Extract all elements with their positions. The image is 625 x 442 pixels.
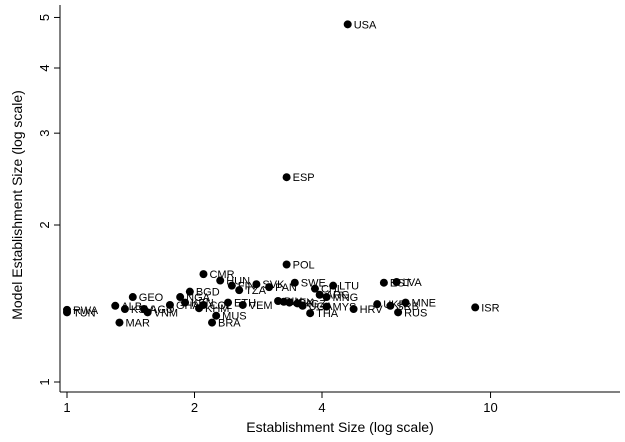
point-label-est: EST: [390, 278, 412, 290]
y-tick-label: 2: [37, 221, 52, 228]
data-point-hun: [216, 276, 225, 285]
point-label-ltu: LTU: [339, 281, 359, 293]
point-label-nga: NGA: [186, 292, 211, 304]
point-label-chl: CHL: [321, 284, 343, 296]
point-label-swe: SWE: [301, 278, 326, 290]
x-tick-label: 4: [318, 400, 325, 415]
data-point-nga: [176, 293, 185, 302]
x-tick-label: 1: [63, 400, 70, 415]
y-axis-title: Model Establishment Size (log scale): [9, 90, 25, 320]
data-point-usa: [343, 20, 352, 29]
point-label-isr: ISR: [481, 302, 499, 314]
point-label-tha: THA: [316, 308, 339, 320]
point-label-srb: SRB: [396, 301, 419, 313]
data-point-mng: [322, 293, 331, 302]
point-label-hrv: HRV: [360, 304, 384, 316]
data-point-arg: [315, 290, 324, 299]
data-point-ltu: [329, 281, 338, 290]
point-label-pan: PAN: [275, 282, 297, 294]
data-point-ksv: [120, 305, 129, 314]
data-point-srb: [386, 301, 395, 310]
point-label-cmr: CMR: [209, 269, 234, 281]
data-point-rus: [394, 308, 403, 317]
x-tick-label: 10: [483, 400, 497, 415]
point-label-pol: POL: [293, 259, 315, 271]
data-point-hrv: [349, 305, 358, 314]
data-point-cmr: [199, 270, 208, 279]
point-label-mus: MUS: [222, 311, 246, 323]
point-label-bgd: BGD: [196, 287, 220, 299]
point-label-kgz: KGZ: [303, 298, 326, 310]
data-point-mar: [115, 318, 124, 327]
point-label-mar: MAR: [125, 318, 150, 330]
y-tick-label: 3: [37, 130, 52, 137]
data-point-swe: [290, 278, 299, 287]
data-point-uga: [298, 301, 307, 310]
data-point-tza: [235, 286, 244, 295]
point-label-ago: AGO: [150, 304, 175, 316]
data-point-tha: [306, 309, 315, 318]
data-point-mne: [401, 298, 410, 307]
point-label-tun: TUN: [73, 307, 96, 319]
data-point-isr: [471, 303, 480, 312]
data-point-vem: [238, 300, 247, 309]
y-tick-label: 1: [37, 378, 52, 385]
point-label-rus: RUS: [404, 307, 427, 319]
y-tick-label: 4: [37, 64, 52, 71]
y-tick-label: 5: [37, 14, 52, 21]
data-point-bgd: [185, 287, 194, 296]
point-label-arg: ARG: [326, 290, 350, 302]
data-point-khm: [195, 304, 204, 313]
point-label-vem: VEM: [249, 300, 273, 312]
x-tick-label: 2: [191, 400, 198, 415]
data-point-svk: [252, 280, 261, 289]
data-point-est: [379, 278, 388, 287]
data-point-fin: [227, 281, 236, 290]
data-point-gha: [165, 300, 174, 309]
data-point-idn: [285, 298, 294, 307]
point-label-bra: BRA: [218, 318, 241, 330]
data-point-bra: [208, 318, 217, 327]
data-point-bih: [274, 296, 283, 305]
data-point-pol: [282, 260, 291, 269]
point-label-tza: TZA: [245, 285, 266, 297]
data-point-esp: [282, 173, 291, 182]
point-label-col: COL: [209, 300, 232, 312]
point-label-geo: GEO: [139, 292, 164, 304]
point-label-usa: USA: [354, 19, 377, 31]
data-point-ukr: [373, 300, 382, 309]
data-point-chl: [310, 284, 319, 293]
point-label-mne: MNE: [412, 298, 436, 310]
point-label-lva: LVA: [403, 277, 423, 289]
point-label-esp: ESP: [293, 172, 315, 184]
data-point-eth: [224, 298, 233, 307]
point-label-khm: KHM: [205, 303, 229, 315]
point-label-gha: GHA: [176, 300, 201, 312]
data-point-tun: [63, 308, 71, 317]
data-point-lva: [392, 278, 401, 287]
data-point-alb: [111, 301, 120, 310]
point-label-rwa: RWA: [73, 305, 99, 317]
point-label-vnm: VNM: [154, 307, 178, 319]
x-axis-title: Establishment Size (log scale): [246, 419, 434, 435]
data-point-pan: [265, 283, 274, 292]
point-label-mng: MNG: [333, 292, 359, 304]
data-point-mus: [212, 311, 221, 320]
data-point-mys: [322, 302, 331, 311]
data-point-geo: [128, 293, 137, 302]
data-point-vnm: [143, 308, 152, 317]
data-point-ken: [181, 298, 190, 307]
